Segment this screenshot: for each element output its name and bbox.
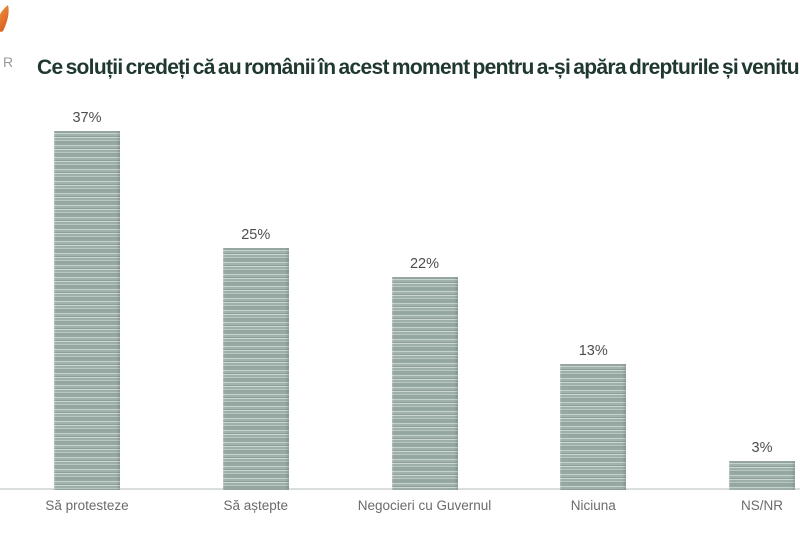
logo-text-fragment: R (3, 54, 14, 70)
category-label: Să aștepte (223, 498, 289, 513)
bar-value-label: 37% (72, 110, 102, 126)
category-label: NS/NR (740, 498, 783, 513)
bar-value-label: 13% (578, 343, 608, 359)
category-label: Negocieri cu Guvernul (357, 498, 492, 513)
bar (222, 248, 289, 490)
logo-flame-icon (0, 5, 9, 32)
bar (54, 131, 120, 490)
bar-value-label: 3% (751, 440, 773, 456)
bar (560, 364, 627, 490)
category-label: Să protesteze (45, 498, 129, 513)
chart-title: Ce soluții credeți că au românii în aces… (37, 56, 800, 79)
category-label: Niciuna (570, 498, 616, 513)
bar-value-label: 25% (241, 227, 271, 243)
bar (391, 277, 458, 490)
bar (729, 461, 795, 490)
bar-value-label: 22% (409, 256, 440, 272)
